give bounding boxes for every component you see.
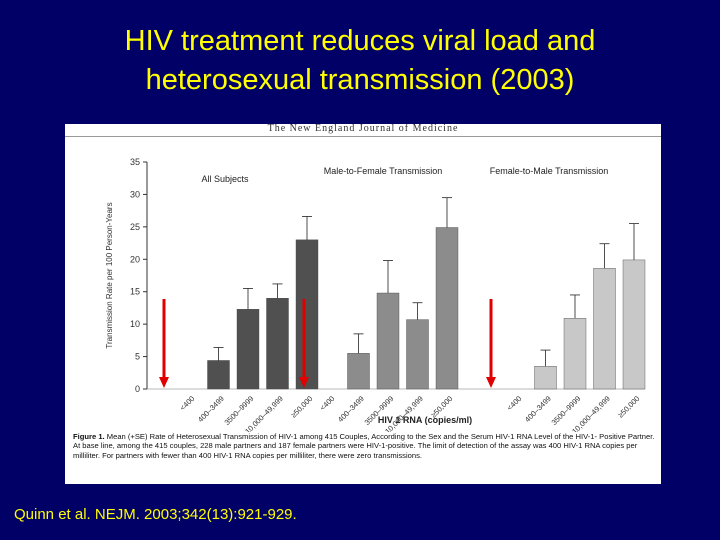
category-label: <400 bbox=[178, 394, 196, 412]
group-label: All Subjects bbox=[201, 174, 249, 184]
bar bbox=[347, 353, 370, 390]
bar bbox=[295, 239, 319, 390]
category-label: 400–3499 bbox=[336, 394, 366, 424]
y-tick-label: 15 bbox=[130, 287, 140, 297]
journal-header: The New England Journal of Medicine bbox=[65, 124, 661, 137]
caption-label: Figure 1. bbox=[73, 432, 105, 441]
y-tick-label: 0 bbox=[135, 384, 140, 394]
red-arrow-head bbox=[486, 377, 496, 388]
bar bbox=[593, 268, 616, 390]
bar bbox=[563, 318, 587, 390]
group-label: Female-to-Male Transmission bbox=[490, 166, 609, 176]
red-arrow-head bbox=[299, 377, 309, 388]
bar bbox=[266, 297, 289, 390]
citation: Quinn et al. NEJM. 2003;342(13):921-929. bbox=[14, 506, 297, 523]
red-arrow-head bbox=[159, 377, 169, 388]
category-label: 400–3499 bbox=[196, 394, 226, 424]
y-tick-label: 10 bbox=[130, 319, 140, 329]
x-axis-label: HIV 1 RNA (copies/ml) bbox=[378, 415, 472, 425]
y-tick-label: 5 bbox=[135, 352, 140, 362]
category-label: ≥50,000 bbox=[616, 394, 642, 420]
bar bbox=[236, 309, 260, 390]
y-tick-label: 35 bbox=[130, 157, 140, 167]
figure-panel: The New England Journal of Medicine 0 5 10… bbox=[65, 124, 661, 484]
category-label: <400 bbox=[505, 394, 523, 412]
bar bbox=[622, 259, 646, 390]
category-label: <400 bbox=[318, 394, 336, 412]
category-label: ≥50,000 bbox=[289, 394, 315, 420]
figure-caption: Figure 1. Mean (+SE) Rate of Heterosexua… bbox=[73, 432, 655, 460]
bar bbox=[435, 227, 459, 390]
caption-text: Mean (+SE) Rate of Heterosexual Transmis… bbox=[106, 432, 655, 441]
y-tick-label: 20 bbox=[130, 254, 140, 264]
slide-title: HIV treatment reduces viral load and het… bbox=[0, 22, 720, 100]
caption-note: At base line, among the 415 couples, 228… bbox=[73, 441, 638, 460]
bar bbox=[376, 292, 400, 390]
y-axis-label: Transmission Rate per 100 Person-Years bbox=[105, 202, 114, 348]
category-label: 400–3499 bbox=[523, 394, 553, 424]
bar bbox=[406, 319, 429, 390]
title-line-2: heterosexual transmission (2003) bbox=[145, 64, 575, 96]
y-tick-label: 30 bbox=[130, 189, 140, 199]
bar-chart: 0 5 10 15 20 25 30 35 Transmission Rate per 100 … bbox=[105, 157, 646, 432]
bar bbox=[534, 366, 557, 390]
group-label: Male-to-Female Transmission bbox=[324, 166, 443, 176]
title-line-1: HIV treatment reduces viral load and bbox=[124, 25, 596, 57]
bar bbox=[207, 360, 230, 390]
y-tick-label: 25 bbox=[130, 222, 140, 232]
